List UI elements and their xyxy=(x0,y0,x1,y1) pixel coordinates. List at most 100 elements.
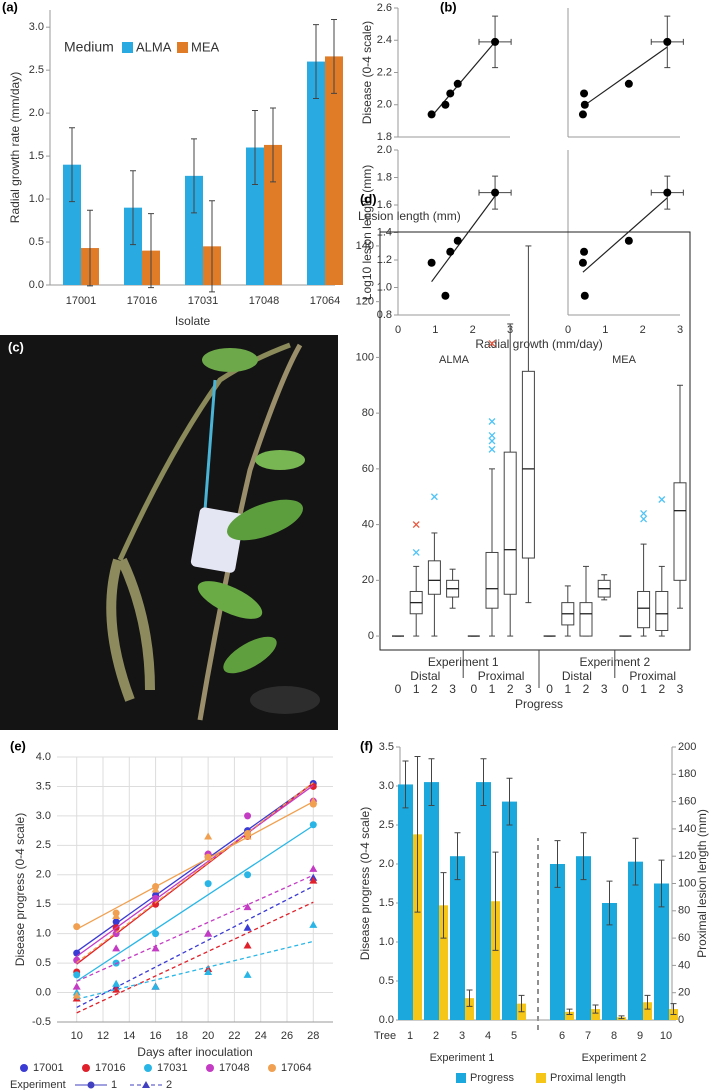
location-label: Distal xyxy=(410,669,440,683)
bar xyxy=(643,1002,652,1020)
location-label: Distal xyxy=(562,669,592,683)
x-tick-label: 3 xyxy=(601,682,608,696)
point xyxy=(491,37,500,46)
box xyxy=(427,560,441,595)
bar xyxy=(185,175,203,285)
y-tick-label: 1.5 xyxy=(36,898,51,910)
outlier xyxy=(488,418,496,425)
outlier xyxy=(412,521,420,529)
x-tick-label: 8 xyxy=(611,1030,617,1042)
box xyxy=(673,482,687,581)
marker xyxy=(309,920,318,928)
plot-frame xyxy=(379,231,691,651)
marker xyxy=(152,900,160,908)
x-tick-label: 2 xyxy=(583,682,590,696)
legend-label: 1 xyxy=(111,1079,117,1090)
x-tick-label: 1 xyxy=(564,682,571,696)
y-tick-label: 0.8 xyxy=(377,309,392,321)
bar xyxy=(654,883,669,1020)
y-tick-label: 40 xyxy=(362,519,374,531)
x-tick-label: 17016 xyxy=(127,295,158,307)
x-tick-label: 20 xyxy=(202,1030,214,1042)
outlier xyxy=(658,496,666,503)
error-bar xyxy=(506,777,513,826)
legend-label: 2 xyxy=(166,1079,172,1090)
y-tick-label: 3.5 xyxy=(36,780,51,792)
marker xyxy=(151,982,160,990)
trend-line xyxy=(76,784,314,957)
error-bar xyxy=(618,1015,625,1020)
x-tick-label: 3 xyxy=(677,324,683,336)
point xyxy=(580,100,589,109)
marker xyxy=(204,929,213,937)
y-tick-label: 0.5 xyxy=(29,236,44,248)
error-bar xyxy=(554,840,561,888)
box xyxy=(579,602,593,637)
column-label: MEA xyxy=(612,354,637,366)
leaf xyxy=(197,581,263,619)
legend-swatch xyxy=(177,42,188,53)
panel-label: (f) xyxy=(360,738,373,753)
x-tick-label: 3 xyxy=(677,682,684,696)
x-tick-label: 1 xyxy=(432,324,438,336)
marker xyxy=(151,944,160,952)
y-tick-label: 1.0 xyxy=(377,281,392,293)
bar xyxy=(264,144,282,285)
legend-label: MEA xyxy=(191,39,220,54)
y-tick-label: 0 xyxy=(368,630,374,642)
y-tick-label: 60 xyxy=(362,463,374,475)
legend-marker xyxy=(20,1064,28,1072)
x-tick-label: 3 xyxy=(525,682,532,696)
legend-marker xyxy=(82,1064,90,1072)
x-tick-label: 1 xyxy=(640,682,647,696)
point xyxy=(624,79,633,88)
y-tick-label: 2.0 xyxy=(377,144,392,156)
y-tick-label: 3.0 xyxy=(29,21,44,33)
trend-line xyxy=(76,940,314,1000)
legend-swatch xyxy=(536,1073,546,1083)
x-axis-label: Tree xyxy=(374,1030,396,1042)
y-tick-label: 160 xyxy=(678,796,696,808)
x-axis-label: Isolate xyxy=(175,314,211,328)
bar xyxy=(246,147,264,285)
marker xyxy=(112,985,121,993)
point xyxy=(580,247,589,256)
trend-line xyxy=(76,901,314,1014)
legend-swatch xyxy=(122,42,133,53)
box xyxy=(655,590,669,631)
y-tick-label: 80 xyxy=(362,407,374,419)
legend-marker xyxy=(142,1081,150,1088)
x-tick-label: 0 xyxy=(622,682,629,696)
x-tick-label: 0 xyxy=(395,682,402,696)
x-tick-label: 17001 xyxy=(66,295,97,307)
x-tick-label: 2 xyxy=(507,682,514,696)
bar xyxy=(63,164,81,285)
stem xyxy=(117,342,291,562)
x-axis-label: Radial growth (mm/day) xyxy=(475,337,602,351)
y-tick-label: 1.0 xyxy=(379,936,394,948)
y-tick-label: -0.5 xyxy=(32,1016,51,1028)
error-bar xyxy=(191,138,197,214)
point xyxy=(453,236,462,245)
x-tick-label: 22 xyxy=(228,1030,240,1042)
y-axis-label: Disease progress (0-4 scale) xyxy=(358,807,372,960)
x-tick-label: 18 xyxy=(176,1030,188,1042)
bar xyxy=(602,903,617,1020)
marker xyxy=(204,880,212,888)
error-bar xyxy=(466,989,473,1007)
legend-label: 17048 xyxy=(219,1062,250,1074)
legend-title: Medium xyxy=(64,39,114,55)
x-tick-label: 9 xyxy=(637,1030,643,1042)
legend-label: Progress xyxy=(470,1072,515,1084)
error-bar xyxy=(440,872,447,939)
legend-marker xyxy=(87,1081,95,1089)
y-tick-label: 200 xyxy=(678,741,696,753)
trend-line xyxy=(582,197,668,273)
trend-line xyxy=(76,782,314,953)
photo-background xyxy=(0,335,338,730)
y-tick-label: 0.5 xyxy=(379,975,394,987)
error-bar xyxy=(644,994,651,1010)
x-tick-label: 24 xyxy=(255,1030,267,1042)
error-bar xyxy=(87,209,93,287)
